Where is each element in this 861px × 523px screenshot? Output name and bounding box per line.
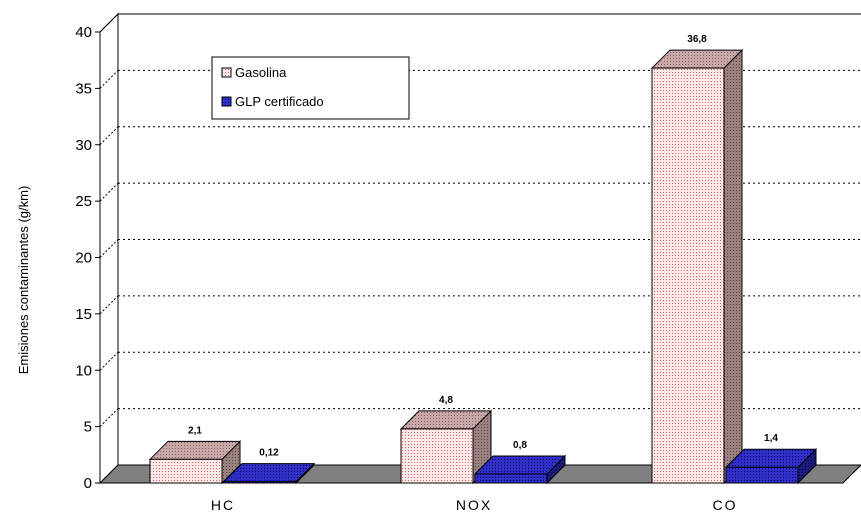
x-tick-label: CO <box>713 497 738 513</box>
bar-gasolina-nox <box>399 409 493 485</box>
y-tick-label: 40 <box>75 24 92 41</box>
bar-gasolina-co <box>650 48 744 485</box>
y-tick-label: 35 <box>75 80 92 97</box>
bar-front <box>149 458 223 484</box>
legend-swatch-glp <box>221 96 232 107</box>
bar-front <box>400 428 474 484</box>
data-label: 0,12 <box>259 448 279 459</box>
y-tick-label: 0 <box>84 475 92 492</box>
bar-glp-nox <box>473 454 567 485</box>
gridline-side <box>99 13 119 33</box>
x-axis: HC NOX CO <box>100 482 843 513</box>
gridline-side <box>99 70 119 89</box>
bars: 2,1 0,12 4,8 0,8 36,8 1,4 <box>148 34 818 485</box>
data-label: 2,1 <box>188 425 202 436</box>
y-tick-label: 20 <box>75 250 92 267</box>
bar-gasolina-hc <box>148 440 242 485</box>
legend: Gasolina GLP certificado <box>211 56 410 120</box>
x-tick-label: HC <box>211 497 235 513</box>
y-axis: 0 5 10 15 20 25 30 35 40 <box>75 24 101 492</box>
y-tick-label: 25 <box>75 193 92 210</box>
legend-label-gasolina: Gasolina <box>235 65 287 80</box>
gridline-side <box>99 182 119 202</box>
legend-label-glp: GLP certificado <box>235 94 324 109</box>
gridline-side <box>99 239 119 258</box>
gridline-side <box>99 351 119 371</box>
bar-front <box>725 466 799 484</box>
bar-front <box>474 473 548 484</box>
bar-glp-co <box>724 448 818 485</box>
gridlines <box>99 13 861 427</box>
y-tick-label: 5 <box>84 419 92 436</box>
gridline-side <box>99 295 119 315</box>
gridline-side <box>99 126 119 146</box>
legend-swatch-gasolina <box>221 67 232 78</box>
data-label: 1,4 <box>764 433 778 444</box>
data-label: 0,8 <box>513 440 527 451</box>
gridline-side <box>99 408 119 427</box>
y-axis-label: Emisiones contaminantes (g/km) <box>16 186 31 375</box>
y-tick-label: 10 <box>75 362 92 379</box>
data-label: 4,8 <box>439 395 453 406</box>
y-tick-label: 15 <box>75 306 92 323</box>
x-tick-label: NOX <box>456 497 492 513</box>
bar-front <box>651 67 725 484</box>
y-tick-label: 30 <box>75 137 92 154</box>
bar-side <box>723 48 743 485</box>
data-label: 36,8 <box>687 34 707 45</box>
